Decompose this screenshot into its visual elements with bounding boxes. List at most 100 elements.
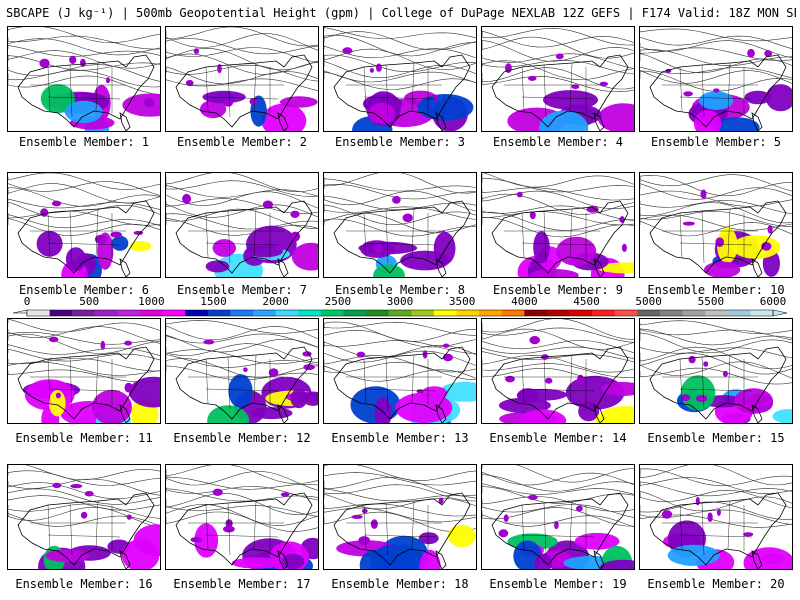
cape-cell (442, 343, 450, 348)
state-border (701, 210, 705, 264)
height-contour (8, 333, 160, 354)
ensemble-panel (323, 318, 477, 424)
colorbar-tick-label: 5000 (635, 295, 662, 308)
cape-cell (80, 58, 86, 67)
colorbar-tick-label: 2000 (262, 295, 289, 308)
colorbar-tick-label: 5500 (697, 295, 725, 308)
height-contour (166, 343, 318, 363)
map-graphic (482, 173, 634, 277)
state-border (363, 534, 437, 538)
height-contour (482, 173, 634, 188)
map-graphic (640, 465, 792, 569)
height-contour (166, 173, 318, 193)
height-contour (8, 181, 160, 196)
coast-outline (119, 404, 131, 423)
cape-cell (599, 81, 608, 87)
height-contour (324, 218, 476, 237)
map-graphic (482, 319, 634, 423)
state-border (411, 208, 415, 258)
cape-cell (722, 370, 728, 377)
map-graphic (8, 465, 160, 569)
height-contour (482, 177, 634, 193)
cape-area (667, 544, 720, 566)
height-contour (324, 472, 476, 486)
colorbar-segment (27, 310, 50, 316)
height-contour (640, 202, 792, 224)
cape-cell (764, 50, 773, 57)
height-contour (166, 358, 318, 378)
cape-cell (370, 519, 378, 529)
state-border (363, 66, 367, 112)
height-contour (640, 35, 792, 50)
cape-cell (402, 213, 413, 223)
height-contour (482, 483, 634, 495)
cape-cell (356, 351, 366, 358)
cape-area (694, 110, 722, 131)
ensemble-member-label: Ensemble Member: 18 (331, 577, 469, 591)
cape-cell (545, 377, 553, 384)
cape-cell (438, 497, 444, 504)
height-contour (8, 326, 160, 344)
height-contour (324, 484, 476, 502)
state-border (521, 534, 595, 538)
cape-area (699, 91, 734, 110)
colorbar-segment (705, 310, 729, 316)
height-contour (482, 190, 634, 209)
height-contour (8, 478, 160, 496)
height-contour (8, 64, 160, 82)
height-contour (324, 365, 476, 382)
cape-cell (554, 521, 559, 530)
state-border (205, 534, 279, 538)
state-border (47, 504, 51, 550)
height-contour (640, 320, 792, 335)
cape-cell (703, 361, 709, 367)
height-contour (166, 184, 318, 198)
cape-area (439, 381, 476, 402)
height-contour (8, 210, 160, 226)
height-contour (8, 369, 160, 383)
ensemble-member-label: Ensemble Member: 4 (492, 135, 624, 149)
cape-cell (586, 206, 599, 213)
state-border (521, 66, 525, 112)
state-border (679, 358, 683, 404)
state-border (47, 96, 121, 100)
colorbar-tick-label: 1500 (200, 295, 227, 308)
height-contour (482, 496, 634, 512)
height-contour (324, 204, 476, 226)
cape-area (529, 269, 579, 277)
state-border (679, 212, 683, 258)
state-border (543, 210, 547, 264)
cape-cell (682, 221, 695, 226)
coast-outline (277, 112, 289, 131)
cape-area (194, 523, 219, 558)
cape-cell (143, 98, 155, 107)
height-contour (640, 489, 792, 509)
ensemble-member-label: Ensemble Member: 12 (173, 431, 311, 445)
cape-cell (516, 191, 523, 198)
height-contour (482, 327, 634, 343)
cape-area (121, 539, 160, 569)
cape-cell (576, 505, 583, 512)
height-contour (8, 465, 160, 481)
state-border (679, 66, 683, 112)
height-contour (8, 50, 160, 69)
height-contour (482, 67, 634, 90)
cape-area (231, 557, 282, 569)
ensemble-member-label: Ensemble Member: 17 (173, 577, 311, 591)
cape-cell (193, 48, 200, 54)
cape-area (64, 100, 103, 123)
cape-cell (243, 367, 248, 372)
height-contour (166, 64, 318, 82)
cape-cell (395, 245, 401, 251)
height-contour (482, 217, 634, 238)
state-border (727, 62, 731, 112)
state-border (679, 388, 753, 392)
cape-cell (70, 484, 83, 489)
height-contour (166, 486, 318, 501)
ensemble-panel (7, 26, 161, 132)
state-border (569, 354, 573, 404)
height-contour (324, 321, 476, 342)
coast-outline (119, 112, 131, 131)
cape-area (49, 390, 66, 417)
state-border (363, 358, 367, 404)
